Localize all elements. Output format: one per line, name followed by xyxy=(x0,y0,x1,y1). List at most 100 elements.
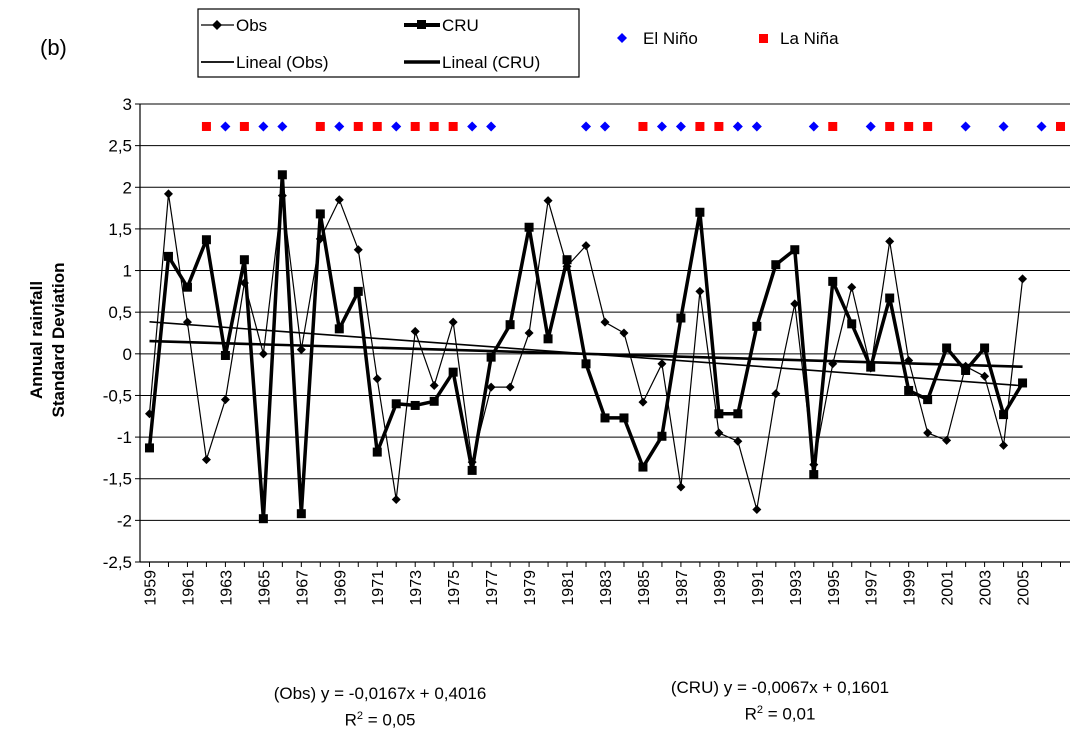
point-cru xyxy=(315,209,325,219)
el-nino-marker xyxy=(865,121,876,132)
point-obs xyxy=(429,380,439,390)
point-obs xyxy=(1018,274,1028,284)
point-obs xyxy=(296,345,306,355)
point-cru xyxy=(448,367,458,377)
point-obs xyxy=(657,359,667,369)
cru-r2-prefix: R xyxy=(744,704,757,724)
point-obs xyxy=(771,389,781,399)
y-tick-label: -1,5 xyxy=(103,470,132,489)
x-tick-label: 1979 xyxy=(522,570,539,606)
point-obs xyxy=(999,440,1009,450)
point-cru xyxy=(467,465,477,475)
point-cru xyxy=(1018,378,1028,388)
la-nina-marker xyxy=(828,121,838,131)
point-obs xyxy=(163,189,173,199)
point-cru xyxy=(372,447,382,457)
y-tick-label: -1 xyxy=(117,428,132,447)
el-nino-marker xyxy=(656,121,667,132)
point-obs xyxy=(847,282,857,292)
point-obs xyxy=(980,371,990,381)
point-cru xyxy=(733,409,743,419)
point-cru xyxy=(543,334,553,344)
point-cru xyxy=(410,400,420,410)
legend-la-nina-marker xyxy=(759,34,768,43)
point-obs xyxy=(942,435,952,445)
x-tick-label: 1989 xyxy=(712,570,729,606)
x-tick-label: 1983 xyxy=(598,570,615,606)
point-cru xyxy=(638,462,648,472)
point-obs xyxy=(581,241,591,251)
el-nino-marker xyxy=(391,121,402,132)
point-obs xyxy=(486,382,496,392)
point-cru xyxy=(771,260,781,270)
point-cru xyxy=(657,431,667,441)
point-cru xyxy=(163,251,173,261)
y-tick-label: -2,5 xyxy=(103,553,132,572)
legend-cru-marker xyxy=(417,20,426,29)
el-nino-marker xyxy=(581,121,592,132)
point-cru xyxy=(676,313,686,323)
point-cru xyxy=(581,359,591,369)
point-obs xyxy=(543,196,553,206)
y-axis-label-line1: Annual rainfall xyxy=(27,281,46,399)
la-nina-marker xyxy=(315,121,325,131)
x-tick-label: 1963 xyxy=(218,570,235,606)
cru-r-squared: R2 = 0,01 xyxy=(620,699,940,726)
point-obs xyxy=(334,195,344,205)
obs-r2-prefix: R xyxy=(344,710,357,730)
point-obs xyxy=(619,328,629,338)
el-nino-marker xyxy=(277,121,288,132)
la-nina-marker xyxy=(239,121,249,131)
x-tick-label: 1981 xyxy=(560,570,577,606)
la-nina-marker xyxy=(695,121,705,131)
point-obs xyxy=(220,395,230,405)
point-obs xyxy=(600,317,610,327)
point-obs xyxy=(410,326,420,336)
point-cru xyxy=(828,276,838,286)
point-cru xyxy=(220,350,230,360)
x-tick-label: 1977 xyxy=(484,570,501,606)
point-obs xyxy=(524,328,534,338)
legend-la-nina-label: La Niña xyxy=(780,29,839,48)
point-cru xyxy=(904,385,914,395)
y-tick-label: -0,5 xyxy=(103,386,132,405)
la-nina-marker xyxy=(353,121,363,131)
cru-trend-equation: (CRU) y = -0,0067x + 0,1601 xyxy=(670,678,890,697)
point-cru xyxy=(258,514,268,524)
x-tick-label: 2001 xyxy=(940,570,957,606)
y-axis-label-line2: Standard Deviation xyxy=(49,263,68,418)
legend-item-el-nino: El Niño xyxy=(617,29,698,48)
x-tick-label: 1999 xyxy=(902,570,919,606)
la-nina-marker xyxy=(410,121,420,131)
y-tick-label: 1 xyxy=(123,262,132,281)
point-obs xyxy=(448,317,458,327)
la-nina-marker xyxy=(904,121,914,131)
point-obs xyxy=(258,349,268,359)
point-cru xyxy=(429,396,439,406)
point-obs xyxy=(391,495,401,505)
point-cru xyxy=(714,409,724,419)
point-cru xyxy=(239,255,249,265)
series-line-cru xyxy=(147,173,1025,521)
legend-el-nino-marker xyxy=(617,33,627,43)
legend-lineal-cru-label: Lineal (CRU) xyxy=(442,53,540,72)
el-nino-marker xyxy=(334,121,345,132)
obs-r-squared: R2 = 0,05 xyxy=(220,705,540,732)
y-tick-label: 0 xyxy=(123,345,132,364)
el-nino-marker xyxy=(600,121,610,132)
point-obs xyxy=(695,286,705,296)
point-obs xyxy=(923,428,933,438)
la-nina-marker xyxy=(714,121,724,131)
y-tick-label: -2 xyxy=(117,511,132,530)
legend-lineal-obs-label: Lineal (Obs) xyxy=(236,53,329,72)
legend-item-obs: Obs xyxy=(201,16,267,35)
point-cru xyxy=(980,343,990,353)
x-tick-label: 1973 xyxy=(408,570,425,606)
point-cru xyxy=(524,222,534,232)
x-tick-label: 1965 xyxy=(256,570,273,606)
la-nina-marker xyxy=(923,121,933,131)
x-tick-label: 1969 xyxy=(332,570,349,606)
x-tick-label: 2003 xyxy=(978,570,995,606)
legend-item-lineal-obs: Lineal (Obs) xyxy=(201,53,329,72)
point-obs xyxy=(733,436,743,446)
